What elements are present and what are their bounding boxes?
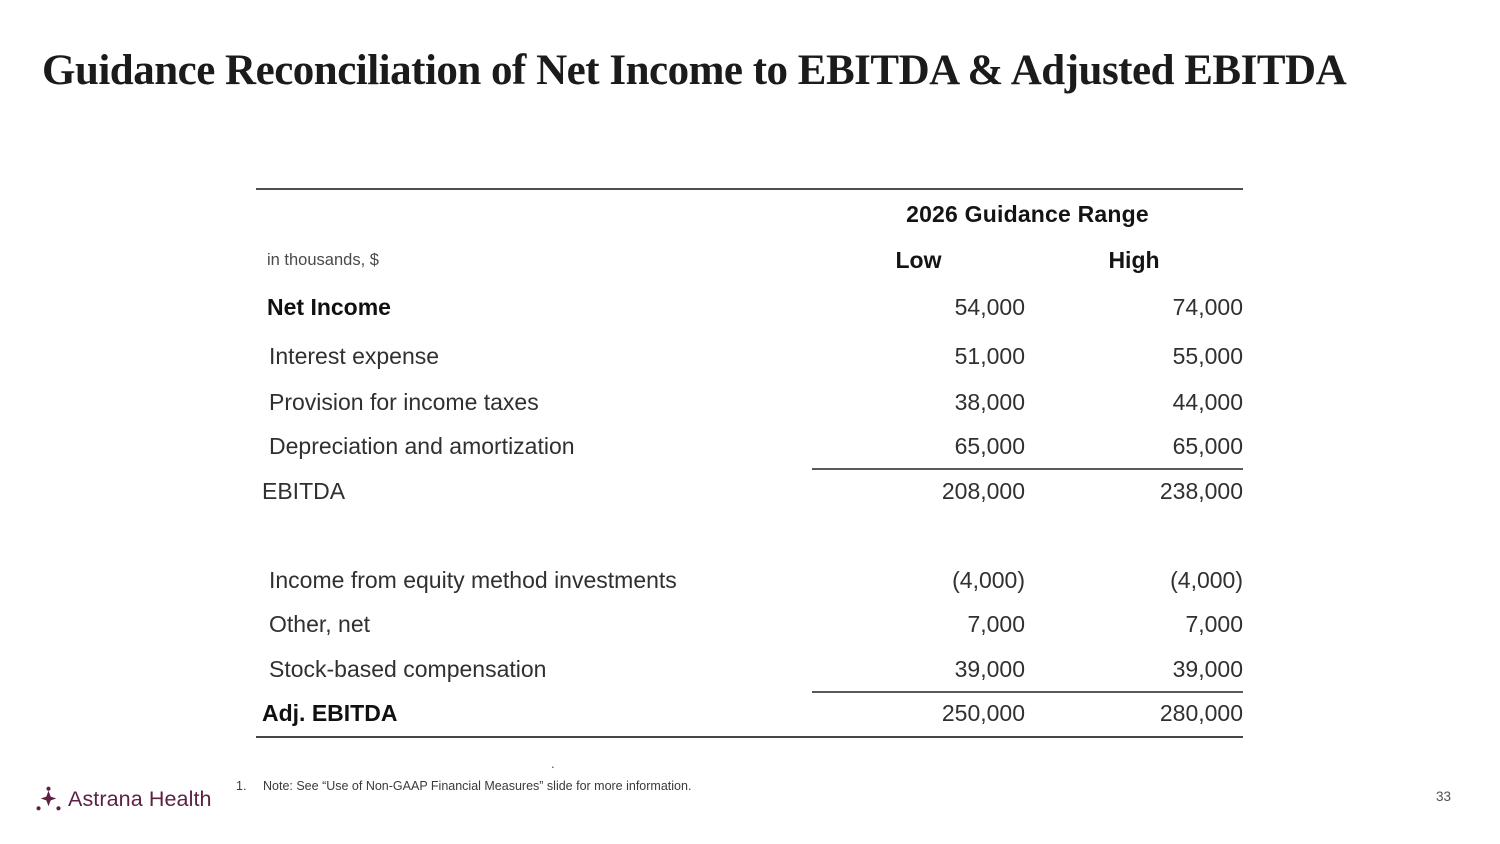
table-row-depreciation-amortization: Depreciation and amortization 65,000 65,… — [256, 425, 1243, 468]
slide-title: Guidance Reconciliation of Net Income to… — [42, 47, 1347, 94]
table-column-header-row: in thousands, $ Low High — [256, 238, 1243, 282]
row-label: Depreciation and amortization — [269, 433, 575, 459]
unit-label: in thousands, $ — [267, 250, 379, 269]
table-row-net-income: Net Income 54,000 74,000 — [256, 282, 1243, 332]
table-row-adj-ebitda: Adj. EBITDA 250,000 280,000 — [256, 691, 1243, 736]
row-high-value: (4,000) — [1170, 566, 1243, 593]
table-row-other-net: Other, net 7,000 7,000 — [256, 602, 1243, 647]
column-header-high: High — [1108, 246, 1160, 273]
footnote-text: Note: See “Use of Non-GAAP Financial Mea… — [263, 779, 692, 793]
row-low-value: 54,000 — [954, 293, 1025, 320]
row-low-value: 7,000 — [967, 611, 1025, 637]
row-low-value: 250,000 — [941, 700, 1025, 726]
table-row-provision-income-taxes: Provision for income taxes 38,000 44,000 — [256, 380, 1243, 425]
table-row-equity-method-investments: Income from equity method investments (4… — [256, 558, 1243, 602]
row-high-value: 55,000 — [1172, 342, 1243, 369]
row-label: Provision for income taxes — [269, 389, 539, 415]
page-number: 33 — [1436, 789, 1452, 804]
row-high-value: 238,000 — [1159, 477, 1243, 504]
row-high-value: 7,000 — [1185, 611, 1243, 637]
row-high-value: 39,000 — [1172, 655, 1243, 682]
logo-wordmark: Astrana Health — [68, 787, 212, 811]
row-label: Income from equity method investments — [269, 566, 677, 593]
column-header-low: Low — [895, 246, 942, 273]
row-high-value: 280,000 — [1159, 700, 1243, 726]
row-label: EBITDA — [262, 477, 346, 504]
astrana-sparkle-icon — [36, 786, 61, 811]
row-high-value: 65,000 — [1172, 433, 1243, 459]
footnote: 1. Note: See “Use of Non-GAAP Financial … — [236, 779, 691, 793]
table-group-header-row: 2026 Guidance Range — [256, 190, 1243, 238]
stray-period: . — [551, 756, 555, 771]
astrana-health-logo: Astrana Health — [35, 786, 212, 813]
row-high-value: 44,000 — [1172, 389, 1243, 415]
row-low-value: (4,000) — [952, 566, 1025, 593]
table-bottom-rule — [256, 736, 1243, 738]
table-row-ebitda: EBITDA 208,000 238,000 — [256, 468, 1243, 514]
footnote-number: 1. — [236, 779, 247, 793]
row-label: Other, net — [269, 611, 371, 637]
row-high-value: 74,000 — [1172, 293, 1243, 320]
row-label: Interest expense — [269, 342, 440, 369]
row-label: Net Income — [267, 293, 391, 320]
row-label: Stock-based compensation — [269, 655, 547, 682]
table-row-interest-expense: Interest expense 51,000 55,000 — [256, 332, 1243, 380]
row-low-value: 39,000 — [954, 655, 1025, 682]
row-low-value: 38,000 — [954, 389, 1025, 415]
row-label: Adj. EBITDA — [262, 700, 398, 726]
row-low-value: 65,000 — [954, 433, 1025, 459]
guidance-range-header: 2026 Guidance Range — [906, 200, 1149, 227]
table-row-stock-based-compensation: Stock-based compensation 39,000 39,000 — [256, 647, 1243, 691]
row-low-value: 51,000 — [954, 342, 1025, 369]
row-low-value: 208,000 — [941, 477, 1025, 504]
reconciliation-table: 2026 Guidance Range in thousands, $ Low … — [256, 188, 1243, 738]
